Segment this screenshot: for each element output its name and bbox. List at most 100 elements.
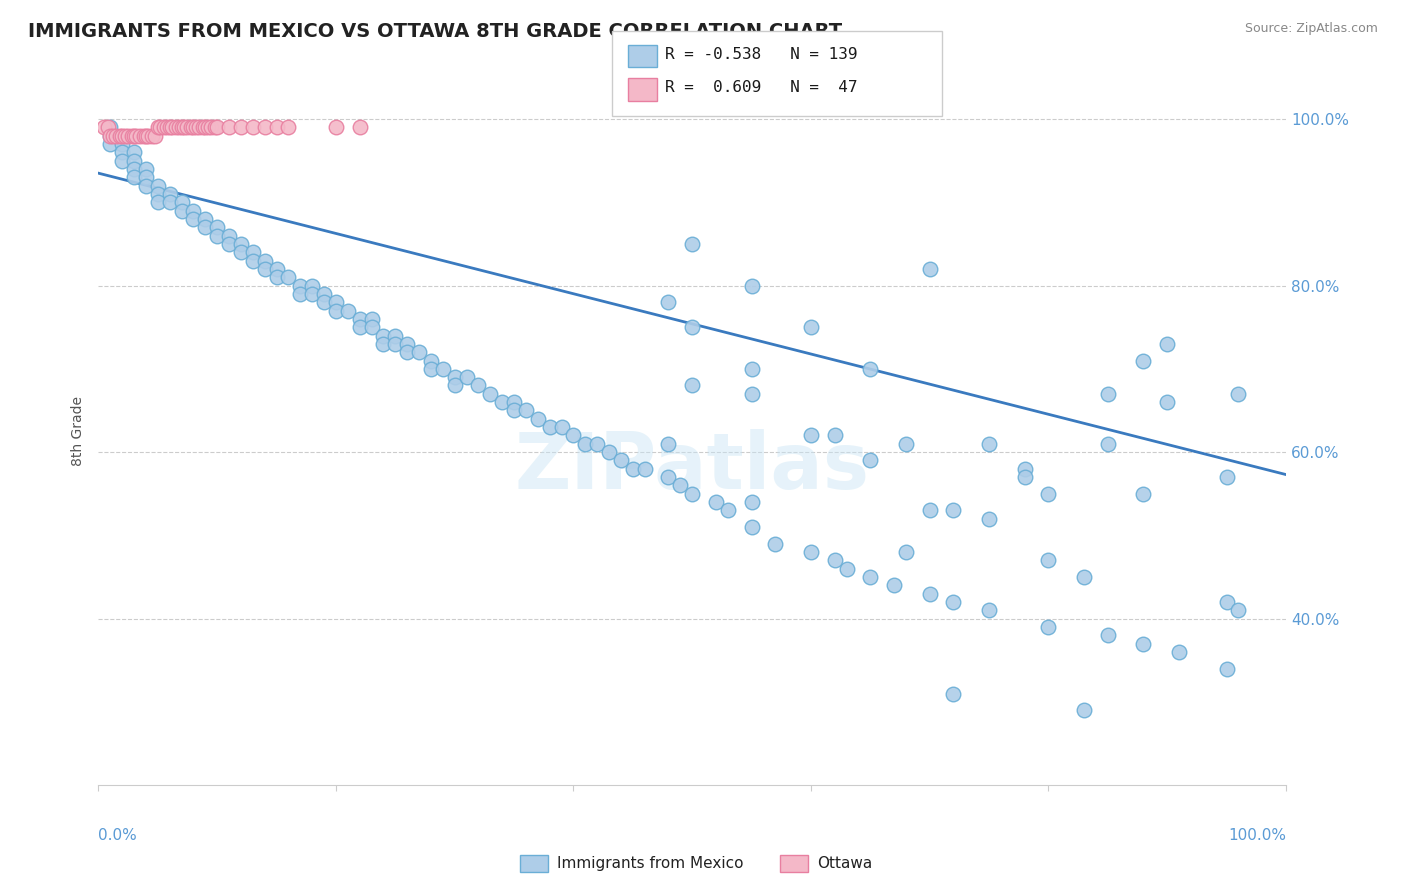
Point: [824, 428, 846, 442]
Point: [180, 120, 202, 135]
Point: [242, 120, 264, 135]
Point: [97, 120, 120, 135]
Point: [229, 120, 252, 135]
Point: [349, 120, 371, 135]
Point: [717, 503, 740, 517]
Point: [562, 428, 585, 442]
Point: [105, 128, 128, 143]
Point: [218, 236, 240, 251]
Point: [1014, 461, 1036, 475]
Point: [98, 128, 121, 143]
Point: [1215, 595, 1237, 609]
Point: [835, 561, 858, 575]
Point: [141, 128, 163, 143]
Point: [657, 470, 679, 484]
Point: [384, 328, 406, 343]
Point: [146, 178, 169, 193]
Point: [135, 170, 157, 185]
Point: [704, 495, 727, 509]
Point: [122, 153, 145, 168]
Point: [205, 220, 228, 235]
Text: Ottawa: Ottawa: [817, 856, 872, 871]
Point: [145, 128, 167, 143]
Text: 0.0%: 0.0%: [98, 828, 138, 843]
Point: [101, 128, 124, 143]
Point: [763, 536, 786, 550]
Point: [98, 120, 121, 135]
Point: [159, 186, 181, 201]
Point: [117, 128, 139, 143]
Point: [349, 320, 371, 334]
Point: [176, 120, 198, 135]
Point: [229, 245, 252, 260]
Text: 100.0%: 100.0%: [1227, 828, 1286, 843]
Text: Source: ZipAtlas.com: Source: ZipAtlas.com: [1244, 22, 1378, 36]
Point: [111, 145, 134, 160]
Point: [977, 603, 1000, 617]
Point: [229, 236, 252, 251]
Point: [205, 228, 228, 243]
Point: [111, 153, 134, 168]
Point: [121, 128, 143, 143]
Point: [918, 586, 941, 600]
Point: [443, 370, 465, 384]
Point: [859, 570, 882, 584]
Point: [191, 120, 214, 135]
Point: [98, 136, 121, 151]
Text: IMMIGRANTS FROM MEXICO VS OTTAWA 8TH GRADE CORRELATION CHART: IMMIGRANTS FROM MEXICO VS OTTAWA 8TH GRA…: [28, 22, 842, 41]
Point: [1097, 628, 1119, 642]
Point: [800, 428, 823, 442]
Point: [152, 120, 174, 135]
Point: [194, 120, 217, 135]
Point: [1215, 661, 1237, 675]
Point: [741, 495, 763, 509]
Point: [1097, 436, 1119, 450]
Point: [135, 161, 157, 176]
Point: [1132, 353, 1154, 368]
Point: [1227, 386, 1250, 401]
Point: [859, 453, 882, 467]
Point: [183, 120, 205, 135]
Point: [325, 303, 347, 318]
Point: [681, 320, 703, 334]
Point: [194, 211, 217, 226]
Point: [894, 545, 917, 559]
Point: [200, 120, 222, 135]
Point: [824, 553, 846, 567]
Point: [253, 120, 276, 135]
Point: [253, 253, 276, 268]
Point: [253, 261, 276, 276]
Point: [108, 128, 131, 143]
Point: [114, 128, 136, 143]
Point: [290, 278, 312, 293]
Point: [301, 286, 323, 301]
Point: [135, 178, 157, 193]
Point: [170, 120, 193, 135]
Point: [384, 336, 406, 351]
Point: [242, 253, 264, 268]
Point: [125, 128, 148, 143]
Text: R =  0.609   N =  47: R = 0.609 N = 47: [665, 80, 858, 95]
Point: [396, 345, 419, 359]
Point: [741, 520, 763, 534]
Point: [1168, 645, 1191, 659]
Point: [1156, 336, 1178, 351]
Point: [312, 295, 335, 310]
Point: [479, 386, 502, 401]
Point: [894, 436, 917, 450]
Point: [336, 303, 359, 318]
Point: [146, 186, 169, 201]
Point: [183, 203, 205, 218]
Point: [432, 361, 454, 376]
Point: [1215, 470, 1237, 484]
Point: [681, 236, 703, 251]
Point: [527, 411, 550, 425]
Point: [598, 445, 620, 459]
Point: [550, 420, 572, 434]
Point: [170, 195, 193, 210]
Point: [165, 120, 187, 135]
Point: [503, 395, 526, 409]
Point: [312, 286, 335, 301]
Point: [942, 503, 965, 517]
Point: [859, 361, 882, 376]
